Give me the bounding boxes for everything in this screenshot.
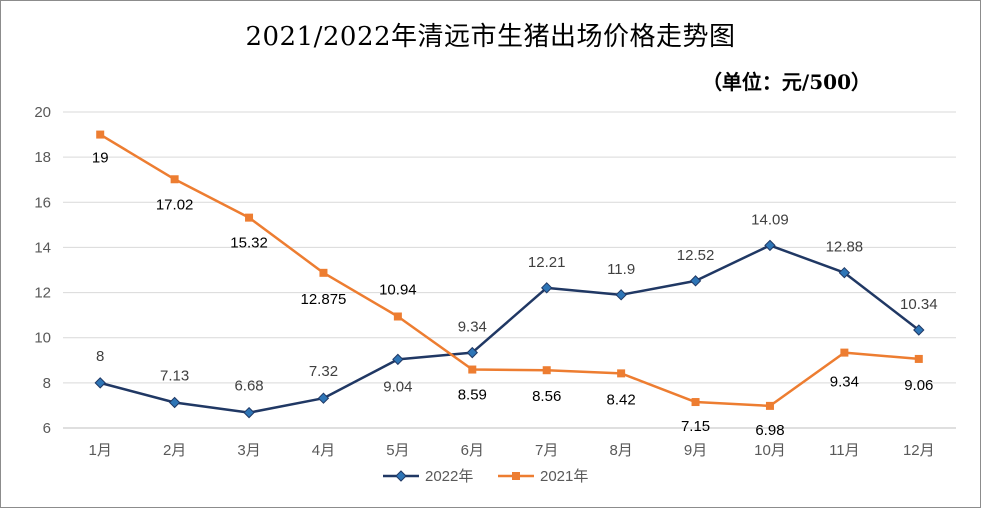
x-tick-label: 2月 (163, 442, 186, 459)
data-point (838, 267, 851, 279)
y-tick-label: 6 (43, 420, 51, 437)
legend-label: 2022年 (425, 468, 473, 485)
legend-marker (395, 470, 407, 482)
data-label: 12.52 (677, 247, 715, 264)
series-line (99, 133, 919, 408)
data-label: 12.88 (826, 239, 864, 256)
legend-item: 2021年 (498, 468, 588, 485)
data-point (689, 275, 702, 287)
data-label: 9.34 (458, 319, 487, 336)
data-point (542, 366, 551, 375)
data-label: 11.9 (607, 261, 635, 278)
series-2022: 8 7.13 6.68 7.32 9.04 9.34 12.21 11.9 12.52 14.09… (94, 211, 938, 419)
data-point (615, 289, 627, 301)
x-tick-label: 11月 (829, 442, 860, 459)
data-point (764, 239, 776, 252)
data-point (617, 369, 626, 378)
data-point (96, 130, 105, 139)
x-tick-label: 12月 (903, 442, 935, 459)
data-point (243, 406, 255, 419)
legend-marker (512, 472, 520, 480)
data-point (170, 175, 179, 184)
x-tick-label: 9月 (684, 442, 707, 459)
x-tick-label: 1月 (89, 442, 112, 459)
data-point (914, 354, 923, 363)
y-tick-label: 18 (34, 149, 51, 166)
data-label: 9.04 (383, 378, 412, 395)
chart-title: 2021/2022年清远市生猪出场价格走势图 (245, 22, 736, 52)
series-2021: 19 17.02 15.32 12.875 10.94 8.59 8.56 8.42 7.15 6… (92, 130, 933, 439)
x-tick-label: 4月 (312, 442, 335, 459)
data-point (392, 353, 404, 366)
data-label: 12.875 (301, 291, 347, 308)
data-label: 7.32 (309, 363, 338, 380)
data-label: 7.13 (160, 367, 189, 384)
data-point (245, 213, 254, 222)
x-tick-label: 6月 (461, 442, 484, 459)
unit-label: （单位：元/500） (701, 70, 871, 94)
data-label: 8.59 (458, 387, 487, 404)
data-label: 8.42 (607, 391, 636, 408)
data-point (94, 377, 106, 389)
data-point (468, 365, 477, 374)
data-point (541, 282, 553, 294)
series-line (99, 244, 920, 414)
data-label: 12.21 (528, 254, 566, 271)
x-tick-label: 5月 (386, 442, 409, 459)
data-label: 10.34 (900, 296, 938, 313)
data-label: 9.06 (904, 377, 933, 394)
x-tick-label: 3月 (237, 442, 260, 459)
data-label: 7.15 (681, 418, 710, 435)
data-point (466, 346, 478, 359)
legend-item: 2022年 (383, 468, 473, 485)
data-point (765, 401, 774, 410)
data-point (840, 348, 849, 357)
legend: 2022年 2021年 (383, 468, 588, 485)
y-tick-label: 20 (34, 104, 51, 121)
y-tick-label: 16 (34, 194, 51, 211)
data-label: 8 (96, 348, 104, 365)
x-tick-label: 10月 (754, 442, 786, 459)
data-point (691, 398, 700, 407)
x-tick-label: 7月 (535, 442, 558, 459)
data-label: 6.68 (234, 378, 263, 395)
data-point (913, 324, 925, 336)
y-tick-label: 14 (34, 239, 51, 256)
data-point (317, 392, 330, 404)
data-label: 6.98 (755, 422, 784, 439)
data-point (168, 396, 181, 409)
legend-label: 2021年 (540, 468, 588, 485)
data-point (319, 268, 328, 277)
data-label: 19 (92, 150, 109, 167)
y-tick-label: 10 (34, 330, 51, 347)
data-point (393, 312, 402, 321)
data-label: 17.02 (156, 196, 194, 213)
data-label: 10.94 (379, 281, 417, 298)
data-label: 8.56 (532, 388, 561, 405)
data-label: 9.34 (830, 374, 859, 391)
data-label: 14.09 (751, 211, 789, 228)
data-label: 15.32 (230, 235, 268, 252)
y-tick-label: 12 (34, 285, 51, 302)
y-tick-label: 8 (43, 375, 51, 392)
x-tick-label: 8月 (609, 442, 632, 459)
